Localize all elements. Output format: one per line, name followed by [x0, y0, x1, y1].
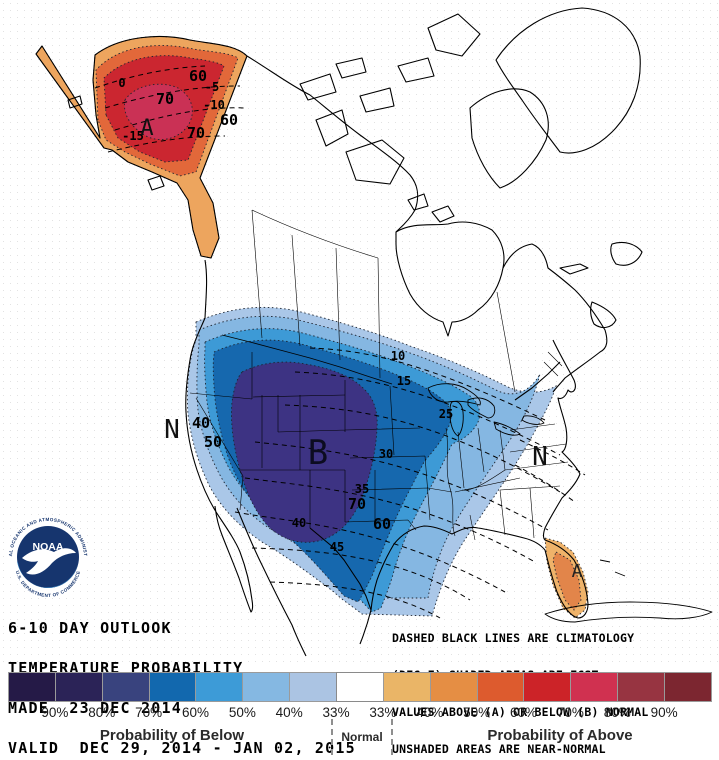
- climo-label: 40: [292, 516, 306, 530]
- area-letters: B A A N N: [140, 116, 582, 582]
- florida-region-inner: [552, 551, 582, 611]
- legend-tick-label: 60%: [181, 705, 209, 720]
- climo-label: 35: [355, 482, 369, 496]
- note-line-3: VALUES ABOVE (A) OR BELOW (B) NORMAL: [392, 705, 649, 720]
- legend-tick-label: 33%: [322, 705, 350, 720]
- legend-cell: [148, 672, 197, 702]
- legend-cell: [8, 672, 56, 702]
- legend-cell: [54, 672, 103, 702]
- climo-label: 45: [330, 540, 344, 554]
- logo-acronym: NOAA: [33, 541, 64, 553]
- logo-gull-icon: [22, 548, 76, 575]
- above-normal-regions: [35, 36, 589, 619]
- climo-label: -15: [122, 129, 144, 143]
- climatology-lines: [94, 65, 586, 619]
- legend-tick-label: 50%: [463, 705, 491, 720]
- contour-label: 70: [187, 124, 205, 142]
- alaska-above-letter: A: [140, 116, 153, 141]
- contour-label: 60: [189, 67, 207, 85]
- legend-tick-label: 40%: [416, 705, 444, 720]
- legend-cell: [617, 672, 666, 702]
- legend-cell: [336, 672, 384, 702]
- contour-label: 60: [373, 515, 391, 533]
- climo-label: 30: [379, 447, 393, 461]
- legend-tick-label: 80%: [88, 705, 116, 720]
- legend-cell: [664, 672, 712, 702]
- legend-tick-label: 40%: [275, 705, 303, 720]
- legend-bar: [8, 672, 712, 702]
- climo-label: 10: [391, 349, 405, 363]
- coastlines: [35, 7, 713, 657]
- title-block: 6-10 DAY OUTLOOK TEMPERATURE PROBABILITY…: [8, 595, 356, 760]
- above-label: Probability of Above: [487, 727, 633, 744]
- legend-cell: [382, 672, 431, 702]
- normal-box: Normal: [331, 719, 393, 755]
- contour-labels: 40 50 70 60 60 70 70 60: [156, 67, 391, 533]
- below-center-letter: B: [308, 433, 328, 473]
- near-normal-west-letter: N: [164, 415, 180, 445]
- title-line-4: VALID DEC 29, 2014 - JAN 02, 2015: [8, 739, 356, 758]
- legend-tick-label: 80%: [603, 705, 631, 720]
- climo-label: 15: [397, 374, 411, 388]
- legend-cell: [476, 672, 525, 702]
- legend-cell: [195, 672, 244, 702]
- north-america-map: 10 15 25 30 35 40 45 0 -5 -10 -15: [0, 0, 719, 665]
- legend-tick-label: 60%: [510, 705, 538, 720]
- contour-label: 60: [220, 111, 238, 129]
- contour-label: 70: [156, 90, 174, 108]
- title-line-3: MADE 23 DEC 2014: [8, 699, 182, 718]
- legend-cell: [570, 672, 619, 702]
- climo-label: -5: [205, 80, 219, 94]
- title-line-2: TEMPERATURE PROBABILITY: [8, 659, 244, 678]
- normal-label: Normal: [341, 730, 383, 744]
- below-label: Probability of Below: [99, 727, 245, 744]
- legend-tick-label: 90%: [41, 705, 69, 720]
- svg-text:NATIONAL OCEANIC AND ATMOSPHER: NATIONAL OCEANIC AND ATMOSPHERIC ADMINIS…: [0, 0, 88, 557]
- contour-label: 40: [192, 414, 210, 432]
- noaa-logo: NATIONAL OCEANIC AND ATMOSPHERIC ADMINIS…: [0, 0, 89, 598]
- logo-ring-top-text: NATIONAL OCEANIC AND ATMOSPHERIC ADMINIS…: [0, 0, 88, 557]
- legend-ticks: 90% 80% 70% 60% 50% 40% 33% 33% 40% 50% 60% 70% 80% 9…: [8, 705, 711, 721]
- legend-cell: [101, 672, 150, 702]
- legend-tick-label: 70%: [556, 705, 584, 720]
- legend-tick-label: 33%: [369, 705, 397, 720]
- notes-block: DASHED BLACK LINES ARE CLIMATOLOGY (DEG …: [392, 607, 648, 760]
- note-line-4: UNSHADED AREAS ARE NEAR-NORMAL: [392, 742, 606, 757]
- title-line-1: 6-10 DAY OUTLOOK: [8, 618, 172, 637]
- legend-cell: [523, 672, 572, 702]
- below-region-70: [231, 361, 378, 543]
- climatology-labels: 10 15 25 30 35 40 45 0 -5 -10 -15: [118, 76, 453, 554]
- contour-label: 50: [204, 433, 222, 451]
- probability-legend: 90% 80% 70% 60% 50% 40% 33% 33% 40% 50% 60% 70% 80% 9…: [0, 665, 719, 760]
- interior-borders: [189, 209, 569, 541]
- below-normal-regions: [186, 306, 557, 617]
- climo-label: 0: [118, 76, 125, 90]
- legend-tick-label: 90%: [650, 705, 678, 720]
- climo-label: -10: [203, 98, 225, 112]
- legend-cell: [242, 672, 291, 702]
- legend-tick-label: 50%: [228, 705, 256, 720]
- contour-label: 70: [348, 495, 366, 513]
- legend-cell: [289, 672, 338, 702]
- near-normal-east-letter: N: [532, 442, 548, 472]
- florida-above-letter: A: [572, 561, 583, 582]
- legend-cell: [429, 672, 478, 702]
- legend-tick-label: 70%: [135, 705, 163, 720]
- climo-label: 25: [439, 407, 453, 421]
- note-line-1: DASHED BLACK LINES ARE CLIMATOLOGY: [392, 630, 635, 645]
